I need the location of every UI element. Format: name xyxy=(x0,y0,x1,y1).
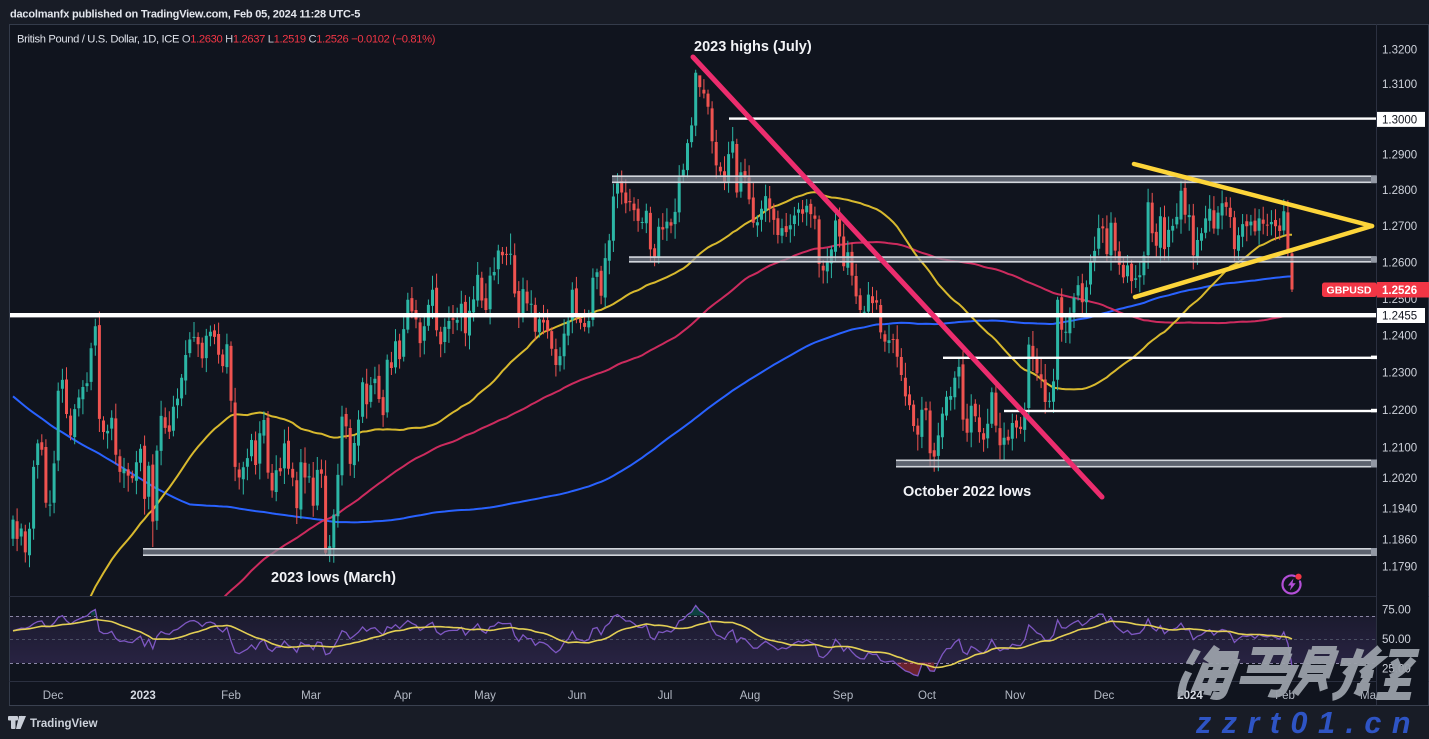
svg-text:1.1860: 1.1860 xyxy=(1382,534,1417,546)
svg-text:1.2400: 1.2400 xyxy=(1382,331,1417,343)
svg-text:1.2200: 1.2200 xyxy=(1382,405,1417,417)
svg-text:GBPUSD: GBPUSD xyxy=(1327,285,1372,297)
svg-text:May: May xyxy=(474,690,496,702)
svg-text:1.1790: 1.1790 xyxy=(1382,562,1417,574)
svg-text:British Pound / U.S. Dollar, 1: British Pound / U.S. Dollar, 1D, ICE O1.… xyxy=(17,34,436,46)
svg-text:1.2526: 1.2526 xyxy=(1382,285,1417,297)
svg-text:Ma: Ma xyxy=(1360,690,1377,702)
svg-text:Aug: Aug xyxy=(740,690,760,702)
svg-text:1.2300: 1.2300 xyxy=(1382,368,1417,380)
svg-text:Feb: Feb xyxy=(221,690,241,702)
svg-text:2023 highs (July): 2023 highs (July) xyxy=(694,39,812,55)
svg-text:1.2700: 1.2700 xyxy=(1382,221,1417,233)
svg-text:1.3000: 1.3000 xyxy=(1382,114,1417,126)
svg-text:1.2900: 1.2900 xyxy=(1382,150,1417,162)
svg-text:Jul: Jul xyxy=(658,690,673,702)
svg-text:1.2800: 1.2800 xyxy=(1382,185,1417,197)
svg-text:1.2455: 1.2455 xyxy=(1382,311,1417,323)
svg-text:Nov: Nov xyxy=(1005,690,1026,702)
svg-text:Jun: Jun xyxy=(568,690,587,702)
svg-text:zzrt01.cn: zzrt01.cn xyxy=(1195,706,1421,739)
svg-text:1.3100: 1.3100 xyxy=(1382,79,1417,91)
svg-text:Dec: Dec xyxy=(1094,690,1115,702)
svg-text:50.00: 50.00 xyxy=(1382,634,1411,646)
svg-text:Oct: Oct xyxy=(918,690,937,702)
svg-text:TradingView: TradingView xyxy=(30,718,98,730)
svg-text:Dec: Dec xyxy=(43,690,64,702)
svg-text:Sep: Sep xyxy=(833,690,853,702)
svg-text:1.2020: 1.2020 xyxy=(1382,473,1417,485)
svg-text:2023 lows (March): 2023 lows (March) xyxy=(271,570,396,586)
svg-text:Mar: Mar xyxy=(301,690,321,702)
svg-text:dacolmanfx published on Tradin: dacolmanfx published on TradingView.com,… xyxy=(10,9,360,21)
svg-text:2023: 2023 xyxy=(130,690,156,702)
svg-text:75.00: 75.00 xyxy=(1382,605,1411,617)
svg-text:October 2022 lows: October 2022 lows xyxy=(903,484,1031,500)
svg-text:1.2600: 1.2600 xyxy=(1382,257,1417,269)
svg-text:1.2100: 1.2100 xyxy=(1382,443,1417,455)
svg-text:Apr: Apr xyxy=(394,690,412,702)
svg-text:1.1940: 1.1940 xyxy=(1382,504,1417,516)
svg-text:1.3200: 1.3200 xyxy=(1382,44,1417,56)
